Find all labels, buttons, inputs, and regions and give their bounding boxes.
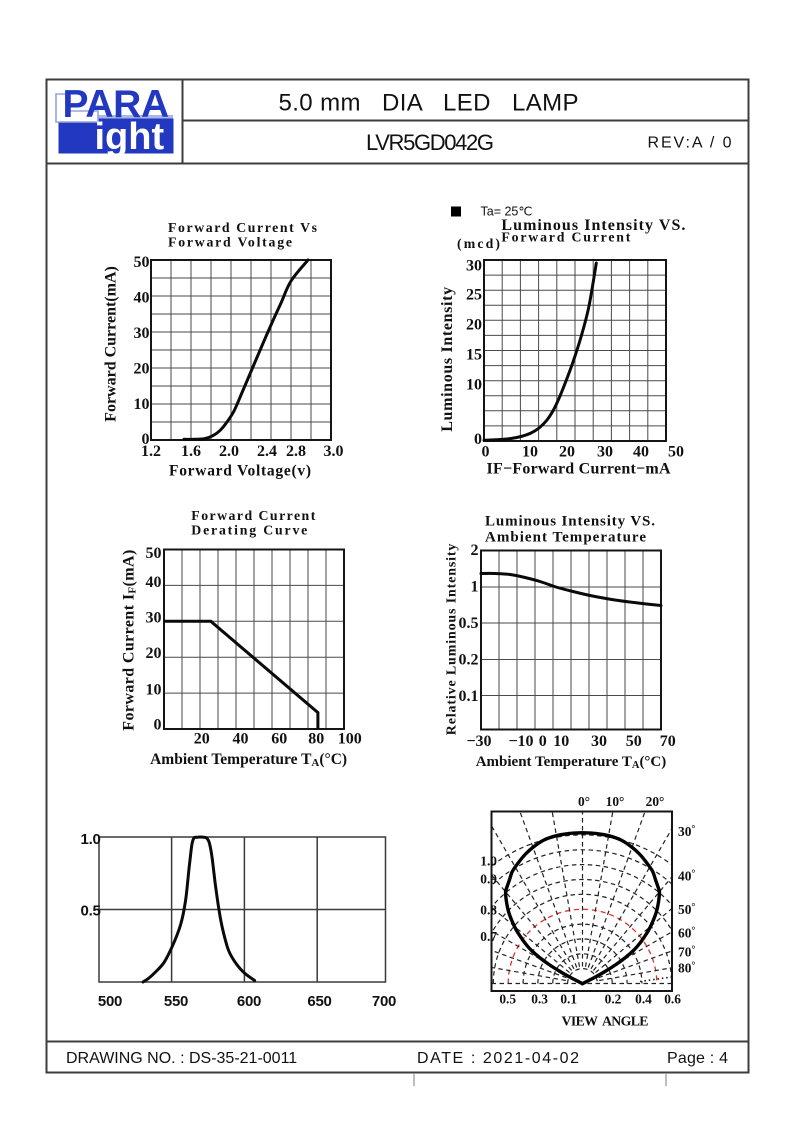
svg-text:0.5: 0.5: [499, 992, 516, 1007]
svg-text:Derating Curve: Derating Curve: [191, 523, 307, 538]
svg-text:DATE : 2021-04-02: DATE : 2021-04-02: [417, 1050, 579, 1067]
svg-text:0.1: 0.1: [560, 992, 577, 1007]
svg-text:Forward Current: Forward Current: [191, 508, 315, 523]
svg-text:Page : 4: Page : 4: [667, 1050, 728, 1067]
svg-text:20: 20: [466, 317, 482, 334]
svg-text:0: 0: [539, 733, 547, 750]
svg-text:Ambient Temperature: Ambient Temperature: [485, 530, 646, 546]
svg-text:Luminous Intensity: Luminous Intensity: [439, 286, 456, 432]
svg-text:3.0: 3.0: [324, 443, 344, 460]
svg-text:Forward Current Vs: Forward Current Vs: [168, 220, 318, 235]
svg-text:550: 550: [164, 993, 188, 1010]
svg-text:1.6: 1.6: [181, 443, 201, 460]
svg-text:2.0: 2.0: [219, 443, 239, 460]
svg-text:2.8: 2.8: [286, 443, 306, 460]
svg-text:1: 1: [471, 579, 479, 596]
svg-text:0.3: 0.3: [531, 992, 548, 1007]
svg-text:0.2: 0.2: [459, 652, 479, 669]
svg-text:40: 40: [233, 731, 249, 748]
svg-text:10: 10: [466, 377, 482, 394]
svg-text:0: 0: [154, 717, 162, 734]
svg-text:15: 15: [466, 347, 482, 364]
svg-text:0.5: 0.5: [81, 903, 101, 920]
svg-text:50: 50: [146, 545, 162, 562]
svg-text:Luminous Intensity VS.: Luminous Intensity VS.: [485, 514, 655, 530]
svg-text:100: 100: [338, 731, 362, 748]
svg-text:20: 20: [559, 444, 575, 461]
svg-text:0.7: 0.7: [480, 929, 497, 944]
svg-text:60: 60: [271, 731, 287, 748]
svg-text:0.6: 0.6: [664, 992, 681, 1007]
svg-text:80: 80: [308, 731, 324, 748]
svg-text:700: 700: [372, 993, 396, 1010]
svg-text:30: 30: [146, 610, 162, 627]
svg-text:30: 30: [466, 258, 482, 275]
svg-text:2.4: 2.4: [257, 443, 277, 460]
svg-text:40: 40: [633, 444, 649, 461]
svg-text:30: 30: [134, 325, 150, 342]
svg-text:1.0: 1.0: [81, 831, 101, 848]
svg-text:0°: 0°: [578, 794, 590, 809]
svg-text:20: 20: [194, 731, 210, 748]
svg-text:30: 30: [597, 444, 613, 461]
svg-text:−30: −30: [466, 733, 491, 750]
svg-text:Forward Voltage(v): Forward Voltage(v): [169, 463, 311, 480]
svg-text:Forward Current IF(mA): Forward Current IF(mA): [121, 549, 139, 730]
svg-text:25: 25: [466, 287, 482, 304]
svg-text:50: 50: [134, 254, 150, 271]
svg-text:−10: −10: [508, 733, 533, 750]
svg-text:2: 2: [471, 542, 479, 559]
svg-text:50: 50: [626, 733, 642, 750]
svg-text:1.0: 1.0: [480, 854, 497, 869]
svg-text:0.2: 0.2: [605, 992, 622, 1007]
svg-text:1.2: 1.2: [141, 443, 161, 460]
svg-text:10: 10: [134, 396, 150, 413]
svg-text:0.5: 0.5: [459, 615, 479, 632]
svg-text:0.8: 0.8: [480, 903, 497, 918]
svg-text:20°: 20°: [646, 794, 665, 809]
svg-text:650: 650: [307, 993, 331, 1010]
svg-text:10°: 10°: [606, 794, 625, 809]
svg-text:600: 600: [237, 993, 261, 1010]
svg-text:0.1: 0.1: [459, 688, 479, 705]
svg-text:Forward Voltage: Forward Voltage: [168, 235, 292, 250]
svg-text:10: 10: [553, 733, 569, 750]
svg-text:500: 500: [98, 993, 122, 1010]
svg-text:Forward Current: Forward Current: [501, 230, 630, 245]
svg-text:Forward Current(mA): Forward Current(mA): [103, 266, 120, 422]
svg-text:40: 40: [146, 574, 162, 591]
svg-text:0.9: 0.9: [480, 872, 497, 887]
svg-text:5.0 mm DIA LED LAMP: 5.0 mm DIA LED LAMP: [279, 90, 579, 117]
svg-text:LVR5GD042G: LVR5GD042G: [366, 130, 494, 155]
svg-text:ight: ight: [95, 116, 165, 158]
svg-text:DRAWING NO. : DS-35-21-0011: DRAWING NO. : DS-35-21-0011: [66, 1050, 297, 1067]
svg-text:50: 50: [668, 444, 684, 461]
svg-text:0: 0: [482, 444, 490, 461]
svg-text:IF−Forward Current−mA: IF−Forward Current−mA: [487, 461, 671, 478]
svg-text:20: 20: [134, 361, 150, 378]
svg-text:Relative Luminous Intensity: Relative Luminous Intensity: [445, 543, 460, 736]
svg-text:40: 40: [134, 290, 150, 307]
svg-text:70: 70: [660, 733, 676, 750]
svg-text:30: 30: [591, 733, 607, 750]
svg-text:20: 20: [146, 645, 162, 662]
svg-text:0.4: 0.4: [635, 992, 652, 1007]
svg-text:VIEW ANGLE: VIEW ANGLE: [562, 1014, 649, 1029]
svg-text:REV:A / 0: REV:A / 0: [648, 135, 732, 152]
svg-text:10: 10: [522, 444, 538, 461]
svg-text:10: 10: [146, 681, 162, 698]
